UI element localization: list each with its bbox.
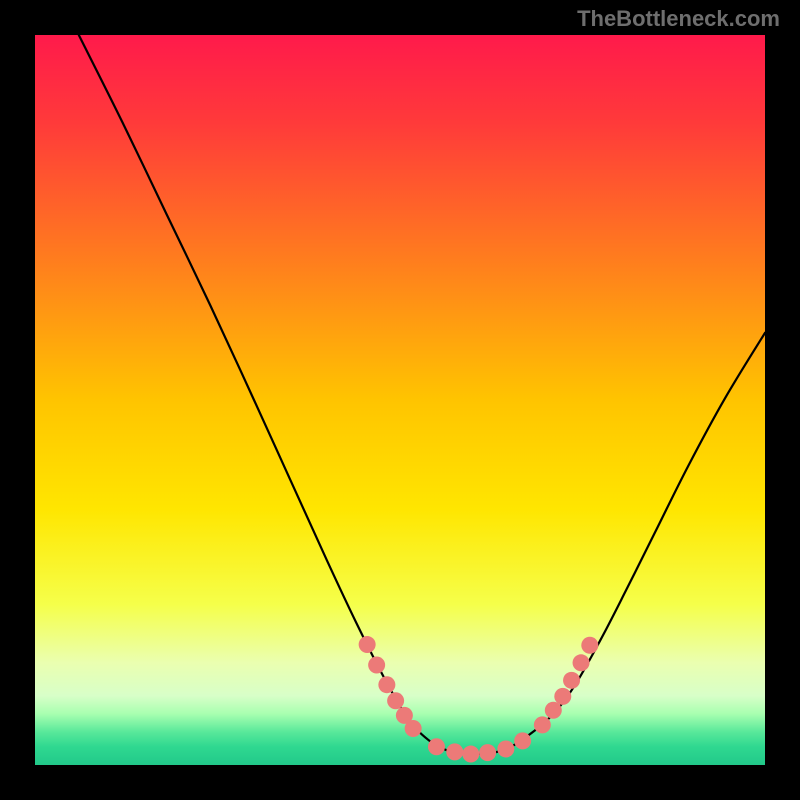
data-marker xyxy=(554,688,571,705)
plot-area xyxy=(35,35,765,765)
chart-svg xyxy=(35,35,765,765)
data-marker xyxy=(405,720,422,737)
data-marker xyxy=(387,692,404,709)
data-marker xyxy=(563,672,580,689)
data-marker xyxy=(497,740,514,757)
data-marker xyxy=(573,654,590,671)
data-marker xyxy=(462,746,479,763)
data-marker xyxy=(479,744,496,761)
marker-group xyxy=(359,636,599,763)
data-marker xyxy=(368,656,385,673)
data-marker xyxy=(378,676,395,693)
data-marker xyxy=(534,716,551,733)
data-marker xyxy=(359,636,376,653)
data-marker xyxy=(428,738,445,755)
watermark-text: TheBottleneck.com xyxy=(577,6,780,32)
data-marker xyxy=(581,637,598,654)
data-marker xyxy=(446,743,463,760)
bottleneck-curve xyxy=(79,35,765,754)
data-marker xyxy=(545,702,562,719)
data-marker xyxy=(514,732,531,749)
